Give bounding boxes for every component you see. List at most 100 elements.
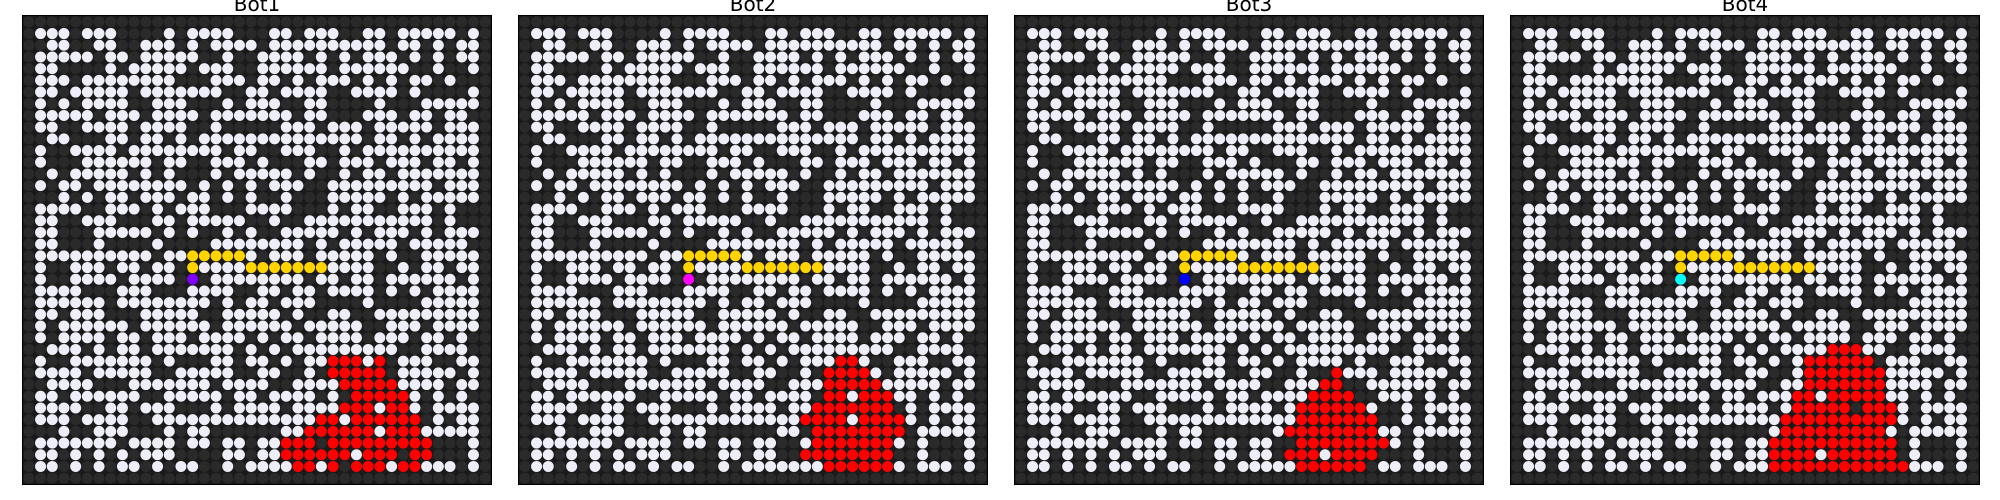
open-cell [694,86,706,98]
open-cell [1850,28,1862,40]
open-cell [46,250,58,262]
closed-cell [1471,343,1483,355]
open-cell [315,238,327,250]
open-cell [1249,402,1261,414]
open-cell [917,180,929,192]
open-cell [741,460,753,472]
open-cell [917,297,929,309]
fire-cell [304,449,316,461]
open-cell [421,109,433,121]
closed-cell [128,51,140,63]
closed-cell [1272,215,1284,227]
open-cell [1436,460,1448,472]
open-cell [905,285,917,297]
open-cell [952,145,964,157]
open-cell [1389,308,1401,320]
open-cell [776,133,788,145]
open-cell [1237,460,1249,472]
open-cell [671,109,683,121]
open-cell [409,133,421,145]
open-cell [1190,320,1202,332]
open-cell [245,191,257,203]
open-cell [1073,250,1085,262]
fire-cell [823,390,835,402]
open-cell [683,414,695,426]
open-cell [683,390,695,402]
open-cell [222,332,234,344]
closed-cell [1307,367,1319,379]
closed-cell [1190,156,1202,168]
open-cell [928,390,940,402]
open-cell [917,191,929,203]
closed-cell [1015,28,1027,40]
open-cell [753,273,765,285]
fire-cell [882,402,894,414]
open-cell [659,180,671,192]
open-cell [835,121,847,133]
closed-cell [1874,28,1886,40]
open-cell [81,390,93,402]
closed-cell [577,226,589,238]
closed-cell [612,28,624,40]
open-cell [46,379,58,391]
open-cell [1757,51,1769,63]
open-cell [542,109,554,121]
open-cell [1214,460,1226,472]
open-cell [940,238,952,250]
open-cell [858,145,870,157]
open-cell [1120,145,1132,157]
closed-cell [554,472,566,484]
closed-cell [1249,343,1261,355]
open-cell [105,86,117,98]
open-cell [893,320,905,332]
open-cell [952,355,964,367]
open-cell [140,86,152,98]
open-cell [362,51,374,63]
open-cell [1319,343,1331,355]
open-cell [280,63,292,75]
path-cell [187,262,199,274]
open-cell [362,145,374,157]
closed-cell [1202,203,1214,215]
closed-cell [70,28,82,40]
open-cell [269,238,281,250]
open-cell [1342,226,1354,238]
open-cell [1179,191,1191,203]
closed-cell [1745,28,1757,40]
closed-cell [975,367,987,379]
open-cell [93,215,105,227]
closed-cell [554,226,566,238]
closed-cell [1459,238,1471,250]
open-cell [1768,39,1780,51]
closed-cell [671,191,683,203]
open-cell [531,109,543,121]
open-cell [35,332,47,344]
open-cell [718,191,730,203]
open-cell [694,367,706,379]
open-cell [163,51,175,63]
open-cell [577,320,589,332]
closed-cell [566,98,578,110]
closed-cell [835,226,847,238]
bot2-panel: Bot2 [518,0,988,500]
open-cell [1073,273,1085,285]
open-cell [163,121,175,133]
open-cell [917,215,929,227]
closed-cell [397,472,409,484]
closed-cell [105,285,117,297]
open-cell [456,191,468,203]
open-cell [1249,332,1261,344]
closed-cell [116,215,128,227]
open-cell [788,402,800,414]
open-cell [456,297,468,309]
open-cell [245,343,257,355]
open-cell [35,355,47,367]
open-cell [811,226,823,238]
closed-cell [975,437,987,449]
open-cell [636,449,648,461]
closed-cell [741,285,753,297]
open-cell [81,51,93,63]
closed-cell [479,460,491,472]
closed-cell [1038,156,1050,168]
closed-cell [233,86,245,98]
